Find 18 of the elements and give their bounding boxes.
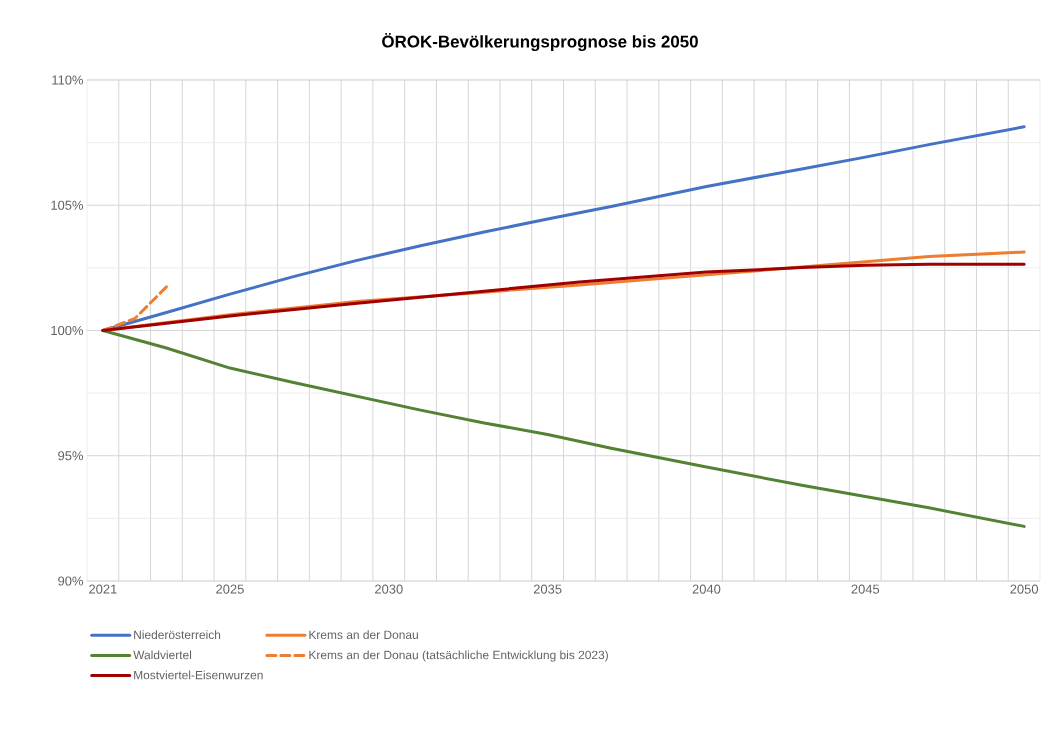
legend-label: Niederösterreich (134, 630, 221, 640)
y-tick-label: 95% (58, 451, 84, 461)
legend-label: Waldviertel (133, 650, 192, 660)
legend-label: Krems an der Donau (309, 630, 418, 640)
x-tick-label: 2050 (1010, 584, 1039, 594)
x-tick-label: 2045 (851, 584, 880, 594)
x-tick-label: 2021 (89, 584, 117, 594)
y-tick-label: 90% (58, 576, 84, 586)
chart-title: ÖROK-Bevölkerungsprognose bis 2050 (382, 32, 698, 52)
x-tick-label: 2040 (692, 584, 721, 594)
x-tick-label: 2030 (375, 584, 403, 594)
y-tick-label: 100% (51, 325, 84, 336)
x-tick-label: 2035 (533, 584, 562, 594)
y-tick-label: 110% (52, 75, 84, 85)
y-tick-label: 105% (51, 200, 84, 210)
legend-label: Mostviertel-Eisenwurzen (134, 670, 263, 680)
legend-label: Krems an der Donau (tatsächliche Entwicklung bis 2023) (309, 650, 608, 662)
x-tick-label: 2025 (216, 584, 244, 594)
